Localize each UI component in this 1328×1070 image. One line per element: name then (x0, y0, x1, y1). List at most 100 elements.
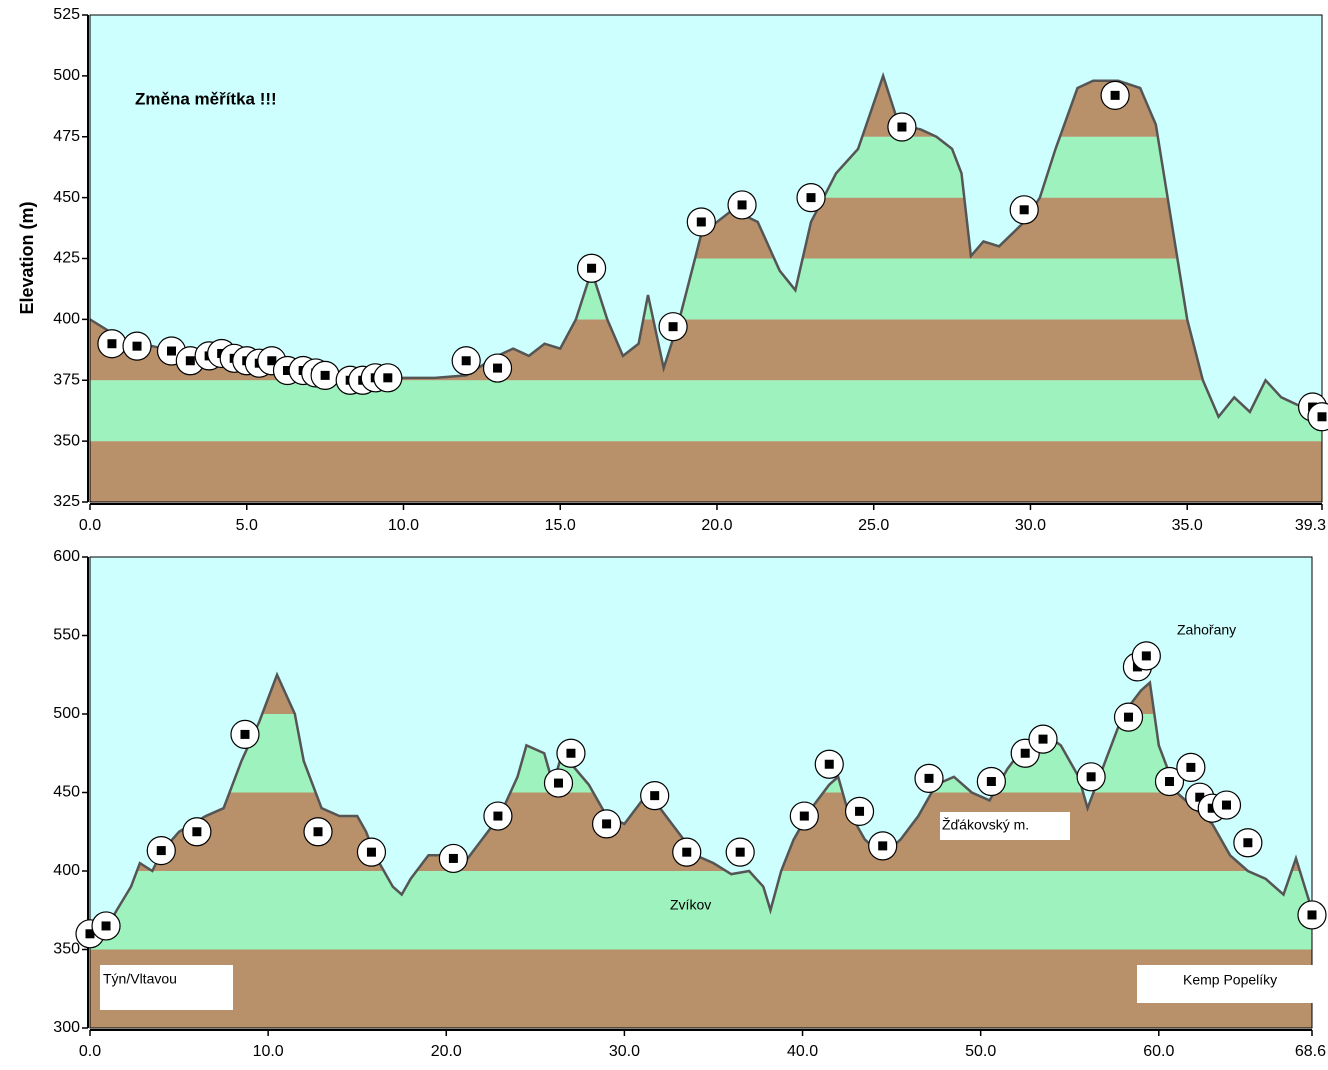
y-tick-label: 500 (53, 67, 80, 84)
waypoint-icon (132, 341, 142, 351)
x-tick-label: 5.0 (236, 517, 258, 534)
waypoint (658, 312, 688, 342)
waypoint (303, 817, 333, 847)
waypoint (483, 801, 513, 831)
annotation: Žďákovský m. (942, 817, 1029, 833)
waypoint-icon (1124, 712, 1134, 722)
waypoint (556, 738, 586, 768)
waypoint (482, 353, 513, 383)
band (90, 949, 1312, 1028)
waypoint (543, 768, 574, 798)
waypoint (672, 837, 702, 867)
x-tick-label: 15.0 (545, 517, 576, 534)
x-tick-label: 20.0 (431, 1043, 462, 1060)
waypoint-icon (461, 356, 471, 366)
waypoint-icon (1141, 651, 1151, 661)
x-tick-label: 60.0 (1143, 1043, 1174, 1060)
waypoint (438, 843, 468, 874)
waypoint (914, 763, 944, 793)
x-tick-label: 30.0 (1015, 517, 1046, 534)
waypoint-icon (1110, 90, 1120, 100)
label-box (940, 812, 1070, 840)
waypoint-icon (282, 366, 292, 376)
waypoint (1176, 752, 1206, 782)
top-chart: 325 350 375 400 425 450 475 500 525 0.0 5.0 10.0 15.… (53, 6, 1328, 534)
waypoint-icon (366, 847, 376, 857)
waypoint-icon (1038, 734, 1048, 744)
waypoint-icon (682, 847, 692, 857)
y-tick-label: 375 (53, 371, 80, 388)
x-tick-label: 40.0 (787, 1043, 818, 1060)
waypoint-icon (1221, 800, 1231, 810)
waypoint (1076, 762, 1106, 792)
waypoint-icon (924, 773, 934, 783)
waypoint-icon (313, 827, 323, 837)
label-box (1137, 965, 1318, 1003)
waypoint-icon (587, 263, 597, 273)
y-tick-label: 450 (53, 784, 80, 801)
waypoints (75, 641, 1327, 949)
waypoint-icon (553, 778, 563, 788)
band (90, 380, 1322, 442)
waypoint (576, 253, 607, 283)
waypoint-icon (1186, 762, 1196, 772)
waypoint (814, 749, 844, 779)
labels: Změna měřítka !!! Elevation (m) Týn/Vlta… (17, 89, 1318, 1010)
x-tick-label: 50.0 (965, 1043, 996, 1060)
waypoint-icon (855, 806, 865, 816)
waypoint-icon (85, 929, 95, 939)
waypoint-icon (735, 847, 745, 857)
annotation: Změna měřítka !!! (135, 89, 277, 108)
waypoint-icon (156, 846, 166, 856)
waypoint (887, 112, 917, 142)
waypoint (373, 363, 403, 393)
waypoint (182, 817, 212, 847)
waypoint-icon (167, 346, 177, 356)
y-tick-label: 400 (53, 311, 80, 328)
waypoint-icon (1164, 777, 1174, 787)
waypoint (91, 911, 121, 941)
waypoint (1154, 766, 1185, 797)
x-tick-label: 10.0 (388, 517, 419, 534)
waypoint-icon (320, 370, 330, 380)
waypoint (1100, 80, 1130, 110)
waypoint (1211, 790, 1242, 820)
waypoint (310, 360, 340, 390)
waypoint-icon (383, 373, 393, 383)
waypoint-icon (1086, 772, 1096, 782)
waypoint (686, 207, 716, 237)
waypoint (1307, 402, 1328, 432)
waypoint-icon (986, 777, 996, 787)
waypoint-icon (240, 729, 250, 739)
y-tick-label: 475 (53, 128, 80, 145)
waypoint-icon (650, 791, 660, 801)
annotation: Zahořany (1177, 622, 1236, 638)
x-tick-label: 25.0 (858, 517, 889, 534)
waypoint-icon (185, 356, 195, 366)
profile-line (89, 71, 1323, 420)
waypoint-icon (668, 322, 678, 332)
waypoint-icon (566, 748, 576, 758)
y-tick-label: 350 (53, 432, 80, 449)
waypoint (640, 781, 670, 811)
waypoint (451, 346, 481, 376)
plot-frame (89, 556, 1313, 1029)
waypoint-icon (806, 193, 816, 203)
band (90, 441, 1322, 502)
waypoint-icon (799, 811, 809, 821)
y-tick-label: 525 (53, 6, 80, 23)
x-tick-label: 20.0 (701, 517, 732, 534)
waypoint (1009, 195, 1039, 225)
waypoint (868, 831, 898, 861)
waypoint-icon (1317, 412, 1327, 422)
waypoint-icon (448, 853, 458, 863)
waypoint-icon (107, 339, 117, 349)
waypoint-icon (192, 827, 202, 837)
waypoint (1297, 900, 1327, 930)
x-tick-label: 0.0 (79, 517, 101, 534)
waypoint (146, 835, 176, 866)
waypoint (1233, 828, 1263, 858)
waypoint-icon (1195, 792, 1205, 802)
waypoint-icon (1019, 205, 1029, 215)
label-box (100, 965, 233, 1010)
